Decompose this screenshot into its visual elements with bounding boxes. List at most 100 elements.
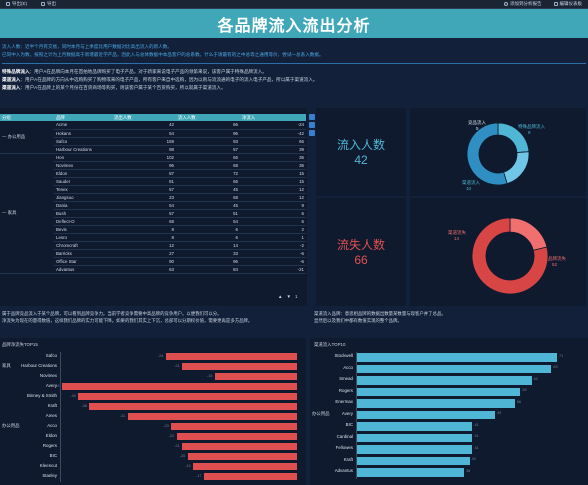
bar[interactable] bbox=[357, 399, 515, 408]
bar[interactable] bbox=[187, 453, 297, 460]
bar-value: 49 bbox=[497, 411, 502, 415]
table-row[interactable]: Bush 57 51 6 bbox=[0, 209, 306, 218]
table-header-row: 分组 品牌 流出人数 流入人数 净流入 bbox=[0, 114, 306, 121]
table-row[interactable]: — 家具 Hon 102 66 36 bbox=[0, 153, 306, 274]
donut-slice[interactable] bbox=[471, 217, 549, 295]
bar[interactable] bbox=[204, 473, 297, 480]
bar[interactable] bbox=[357, 376, 532, 385]
table-row[interactable]: Barricks 27 33 -6 bbox=[0, 249, 306, 258]
bar[interactable] bbox=[357, 445, 473, 454]
bar-label: Advantus bbox=[334, 468, 353, 473]
table-tool-icon[interactable] bbox=[309, 130, 315, 136]
table-row[interactable]: Hokans 54 96 -42 bbox=[0, 129, 306, 138]
chart-axis bbox=[60, 352, 61, 482]
bar-label: Eldon bbox=[45, 433, 57, 438]
col-header-net[interactable]: 净流入 bbox=[240, 114, 306, 121]
bar[interactable] bbox=[176, 433, 297, 440]
table-group-cell[interactable]: — 家具 bbox=[0, 153, 54, 274]
bar[interactable] bbox=[357, 468, 465, 477]
in-cell: 68 bbox=[176, 193, 240, 202]
table-row[interactable]: Novimex 96 68 36 bbox=[0, 161, 306, 170]
net-cell: -6 bbox=[240, 257, 306, 266]
out-cell: 8 bbox=[112, 233, 176, 242]
bar[interactable] bbox=[357, 422, 473, 431]
chart-axis bbox=[356, 352, 357, 479]
bar[interactable] bbox=[165, 353, 297, 360]
bar-value: -22 bbox=[168, 433, 175, 438]
brand-cell: Advantus bbox=[54, 265, 112, 274]
out-cell: 54 bbox=[112, 129, 176, 138]
gear-icon bbox=[504, 2, 508, 6]
donut-label: 渠道流入 bbox=[462, 179, 480, 186]
donut-in-panel: 竞品流入 5 特殊品牌流入 9 渠道流入 10 bbox=[410, 108, 586, 196]
donut-label-value: 5 bbox=[476, 126, 479, 131]
table-row[interactable]: Tenex 57 45 12 bbox=[0, 185, 306, 194]
table-tool-icon[interactable] bbox=[309, 114, 315, 120]
table-row[interactable]: Dania 54 45 9 bbox=[0, 201, 306, 210]
bar[interactable] bbox=[215, 373, 297, 380]
col-header-out[interactable]: 流出人数 bbox=[112, 114, 176, 121]
chart-left-title: 品牌净流失TOP15 bbox=[2, 342, 38, 347]
bar-value: 41 bbox=[474, 445, 479, 450]
bar-value: -17 bbox=[196, 473, 202, 478]
table-row[interactable]: Harbour Creations 98 57 39 bbox=[0, 145, 306, 154]
table-row[interactable]: Deflect-O 68 54 6 bbox=[0, 217, 306, 226]
page-up-icon[interactable]: ▲ bbox=[278, 294, 283, 299]
bar[interactable] bbox=[357, 387, 521, 396]
bar-group-label: 家具 bbox=[2, 363, 11, 368]
bar[interactable] bbox=[357, 364, 552, 373]
in-cell: 6 bbox=[176, 225, 240, 234]
col-header-in[interactable]: 流入人数 bbox=[176, 114, 240, 121]
table-row[interactable]: Sauder 81 66 15 bbox=[0, 177, 306, 186]
share-menu[interactable]: 导出 bbox=[41, 1, 56, 7]
add-to-report-button[interactable]: 添加到分析报告 bbox=[504, 1, 542, 7]
table-row[interactable]: Jiangsuo 23 68 12 bbox=[0, 193, 306, 202]
bar[interactable] bbox=[62, 383, 297, 390]
out-cell: 8 bbox=[112, 225, 176, 234]
table-row[interactable]: Office Star 90 96 -6 bbox=[0, 257, 306, 266]
table-tool-icon[interactable] bbox=[309, 122, 315, 128]
bar[interactable] bbox=[182, 443, 297, 450]
note-line: 显然后以及我们中都有数值实现的整个品牌。 bbox=[314, 318, 402, 323]
bar[interactable] bbox=[357, 433, 473, 442]
kpi-in-label: 流入人数 bbox=[336, 138, 385, 152]
table-row[interactable]: Lesro 8 6 1 bbox=[0, 233, 306, 242]
donut-slice[interactable] bbox=[503, 151, 530, 185]
export-menu[interactable]: 导出(E) bbox=[6, 1, 27, 7]
in-cell: 14 bbox=[176, 241, 240, 250]
bar[interactable] bbox=[182, 363, 297, 370]
bar[interactable] bbox=[357, 456, 470, 465]
in-cell: 96 bbox=[176, 257, 240, 266]
definition-line: 渠道流入：用户A在品牌上的某个月份在百货商场等购买，则该客户属于某个百货购买，所… bbox=[2, 85, 226, 90]
out-cell: 98 bbox=[112, 145, 176, 154]
out-cell: 68 bbox=[112, 217, 176, 226]
bar-label: Binney & Smith bbox=[26, 393, 57, 398]
col-header-group[interactable]: 分组 bbox=[0, 114, 54, 121]
table-row[interactable]: Bevis 8 6 2 bbox=[0, 225, 306, 234]
edit-dashboard-button[interactable]: 编辑仪表板 bbox=[553, 1, 582, 7]
donut-slice[interactable] bbox=[509, 217, 548, 251]
donut-slice[interactable] bbox=[466, 122, 508, 186]
donut-label-value: 52 bbox=[552, 262, 558, 267]
table-row[interactable]: Safco 159 93 66 bbox=[0, 137, 306, 146]
table-group-cell[interactable]: — 办公用品 bbox=[0, 121, 54, 154]
bar[interactable] bbox=[357, 410, 496, 419]
table-row[interactable]: Eldon 87 72 15 bbox=[0, 169, 306, 178]
bar[interactable] bbox=[127, 413, 297, 420]
bar[interactable] bbox=[78, 393, 297, 400]
bar[interactable] bbox=[171, 423, 297, 430]
bar[interactable] bbox=[89, 403, 297, 410]
bar[interactable] bbox=[357, 353, 557, 362]
brand-cell: Chromcraft bbox=[54, 241, 112, 250]
page-down-icon[interactable]: ▼ bbox=[286, 294, 291, 299]
table-row[interactable]: Advantus 63 84 -21 bbox=[0, 265, 306, 274]
brand-cell: Deflect-O bbox=[54, 217, 112, 226]
bar[interactable] bbox=[193, 463, 297, 470]
col-header-brand[interactable]: 品牌 bbox=[54, 114, 112, 121]
table-row[interactable]: Chromcraft 12 14 -2 bbox=[0, 241, 306, 250]
bar-value: -23 bbox=[163, 423, 169, 428]
out-cell: 54 bbox=[112, 201, 176, 210]
bar-value: 38 bbox=[466, 468, 471, 473]
table-row[interactable]: — 办公用品 Acme 42 66 -24 bbox=[0, 121, 306, 154]
net-cell: 12 bbox=[240, 185, 306, 194]
